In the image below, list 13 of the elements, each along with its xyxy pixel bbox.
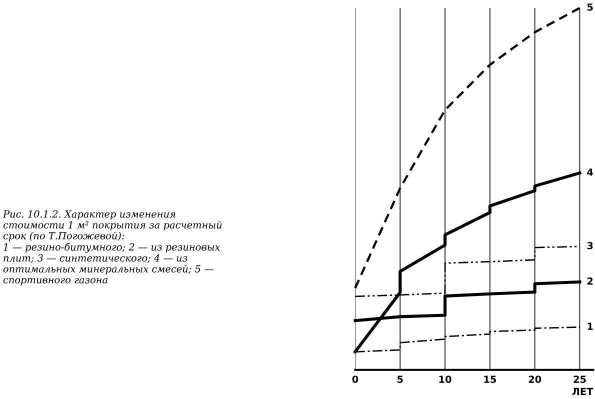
x-tick-label: 5 [397,376,403,383]
x-tick-label: 20 [528,376,542,383]
series-label: 4 [587,168,594,176]
series-label: 5 [587,4,593,11]
x-tick-label: 0 [352,376,358,383]
x-tick-label: 10 [439,376,452,383]
text: Рис. 10.1.2. Характер изменения стоимости 1 м² покрытия за расчетный срок (по Т.Погожевой): 1 — резино-битумного; 2 — из резиновых плит; 3 — синтетического; 4 — из оптимальных минеральных смесей; 5 — спортивного газона [2,210,222,286]
x-axis-title: ЛЕТ [572,388,594,396]
series-label: 2 [587,277,593,285]
series-label: 3 [587,242,593,250]
series-label: 1 [588,322,593,330]
x-tick-label: 25 [574,376,586,383]
x-tick-label: 15 [484,376,496,383]
